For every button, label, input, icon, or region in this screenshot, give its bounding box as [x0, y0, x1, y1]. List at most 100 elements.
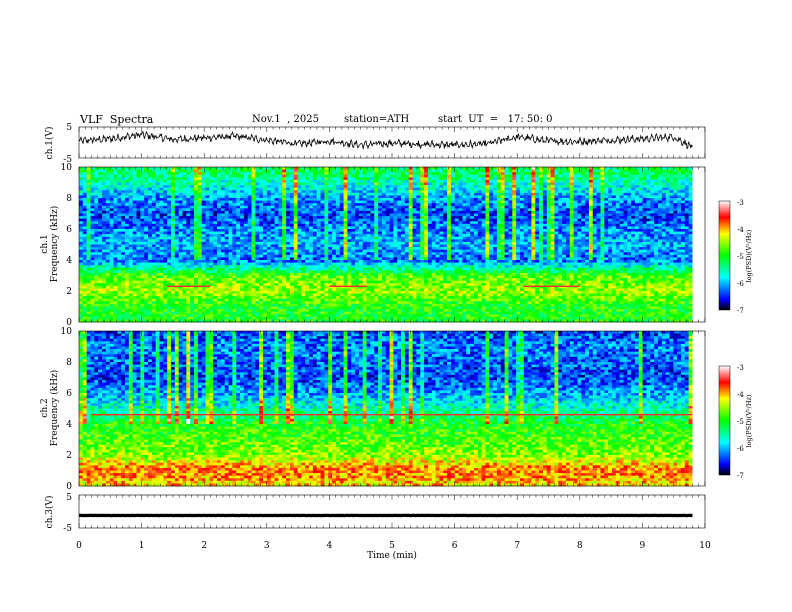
spectrogram-cell	[581, 174, 586, 178]
spectrogram-cell	[673, 234, 678, 238]
spectrogram-cell	[596, 234, 601, 238]
spectrogram-cell	[174, 221, 180, 225]
spectrogram-cell	[600, 203, 605, 207]
spectrogram-cell	[102, 177, 107, 181]
spectrogram-cell	[581, 213, 586, 217]
spectrogram-cell	[539, 205, 544, 209]
spectrogram-cell	[577, 203, 582, 207]
spectrogram-cell	[121, 236, 126, 240]
spectrogram-cell	[435, 177, 440, 181]
spectrogram-cell	[109, 172, 114, 176]
spectrogram-cell	[105, 231, 111, 235]
spectrogram-cell	[539, 221, 544, 225]
spectrogram-cell	[680, 200, 686, 204]
spectrogram-cell	[489, 239, 494, 243]
spectrogram-cell	[496, 203, 502, 207]
spectrogram-cell	[289, 172, 295, 176]
spectrogram-cell	[167, 169, 172, 173]
spectrogram-cell	[381, 200, 387, 204]
spectrogram-cell	[94, 200, 99, 204]
spectrogram-cell	[596, 203, 601, 207]
spectrogram-cell	[159, 190, 164, 194]
spectrogram-cell	[220, 179, 226, 183]
spectrogram-cell	[569, 234, 575, 238]
spectrogram-cell	[194, 208, 199, 212]
spectrogram-cell	[615, 187, 621, 191]
spectrogram-cell	[121, 234, 126, 238]
spectrogram-cell	[178, 179, 183, 183]
spectrogram-cell	[335, 200, 341, 204]
spectrogram-cell	[504, 169, 509, 173]
spectrogram-cell	[542, 218, 548, 222]
spectrogram-cell	[312, 203, 318, 207]
spectrogram-cell	[155, 200, 160, 204]
spectrogram-cell	[358, 190, 364, 194]
spectrogram-cell	[274, 218, 279, 222]
spectrogram-cell	[113, 205, 118, 209]
spectrogram-cell	[673, 182, 678, 186]
spectrogram-cell	[420, 179, 425, 183]
spectrogram-cell	[301, 167, 306, 170]
spectrogram-cell	[535, 218, 540, 222]
spectrogram-cell	[493, 226, 498, 230]
spectrogram-cell	[481, 208, 486, 212]
spectrogram-cell	[485, 210, 490, 214]
spectrogram-cell	[654, 221, 659, 225]
spectrogram-cell	[608, 231, 613, 235]
spectrogram-cell	[358, 216, 364, 220]
spectrogram-cell	[213, 187, 218, 191]
spectrogram-cell	[217, 200, 222, 204]
spectrogram-cell	[535, 192, 540, 196]
spectrogram-cell	[516, 185, 521, 189]
spectrogram-cell	[458, 190, 463, 194]
spectrogram-cell	[661, 234, 667, 238]
spectrogram-cell	[496, 234, 502, 238]
spectrogram-cell	[132, 234, 137, 238]
spectrogram-cell	[113, 177, 118, 181]
spectrogram-cell	[86, 239, 91, 243]
spectrogram-cell	[378, 234, 383, 238]
spectrogram-cell	[94, 234, 99, 238]
spectrogram-cell	[228, 187, 233, 191]
spectrogram-cell	[266, 198, 272, 201]
spectrogram-cell	[669, 226, 674, 230]
spectrogram-cell	[604, 177, 609, 181]
spectrogram-cell	[558, 167, 563, 170]
spectrogram-cell	[431, 231, 436, 235]
spectrogram-cell	[224, 187, 229, 191]
spectrogram-cell	[684, 198, 690, 201]
spectrogram-cell	[439, 182, 444, 186]
spectrogram-cell	[554, 185, 559, 189]
spectrogram-cell	[539, 234, 544, 238]
spectrogram-cell	[581, 187, 586, 191]
spectrogram-cell	[443, 234, 448, 238]
spectrogram-cell	[289, 203, 295, 207]
spectrogram-cell	[397, 198, 402, 201]
spectrogram-cell	[638, 198, 644, 201]
spectrogram-cell	[90, 200, 95, 204]
spectrogram-cell	[140, 182, 145, 186]
spectrogram-cell	[236, 190, 241, 194]
spectrogram-cell	[151, 210, 157, 214]
spectrogram-cell	[447, 190, 452, 194]
spectrogram-cell	[274, 174, 279, 178]
spectrogram-cell	[117, 226, 122, 230]
spectrogram-cell	[251, 234, 256, 238]
spectrogram-cell	[431, 221, 436, 225]
spectrogram-cell	[416, 223, 421, 227]
spectrogram-cell	[631, 234, 636, 238]
spectrogram-cell	[128, 231, 134, 235]
spectrogram-cell	[297, 172, 302, 176]
spectrogram-cell	[320, 203, 325, 207]
spectrogram-cell	[194, 169, 199, 173]
spectrogram-cell	[247, 182, 252, 186]
spectrogram-cell	[263, 167, 268, 170]
spectrogram-cell	[167, 182, 172, 186]
spectrogram-cell	[151, 169, 157, 173]
spectrogram-cell	[224, 234, 229, 238]
spectrogram-cell	[236, 221, 241, 225]
spectrogram-cell	[117, 185, 122, 189]
spectrogram-cell	[489, 174, 494, 178]
spectrogram-cell	[240, 234, 245, 238]
spectrogram-cell	[408, 192, 413, 196]
